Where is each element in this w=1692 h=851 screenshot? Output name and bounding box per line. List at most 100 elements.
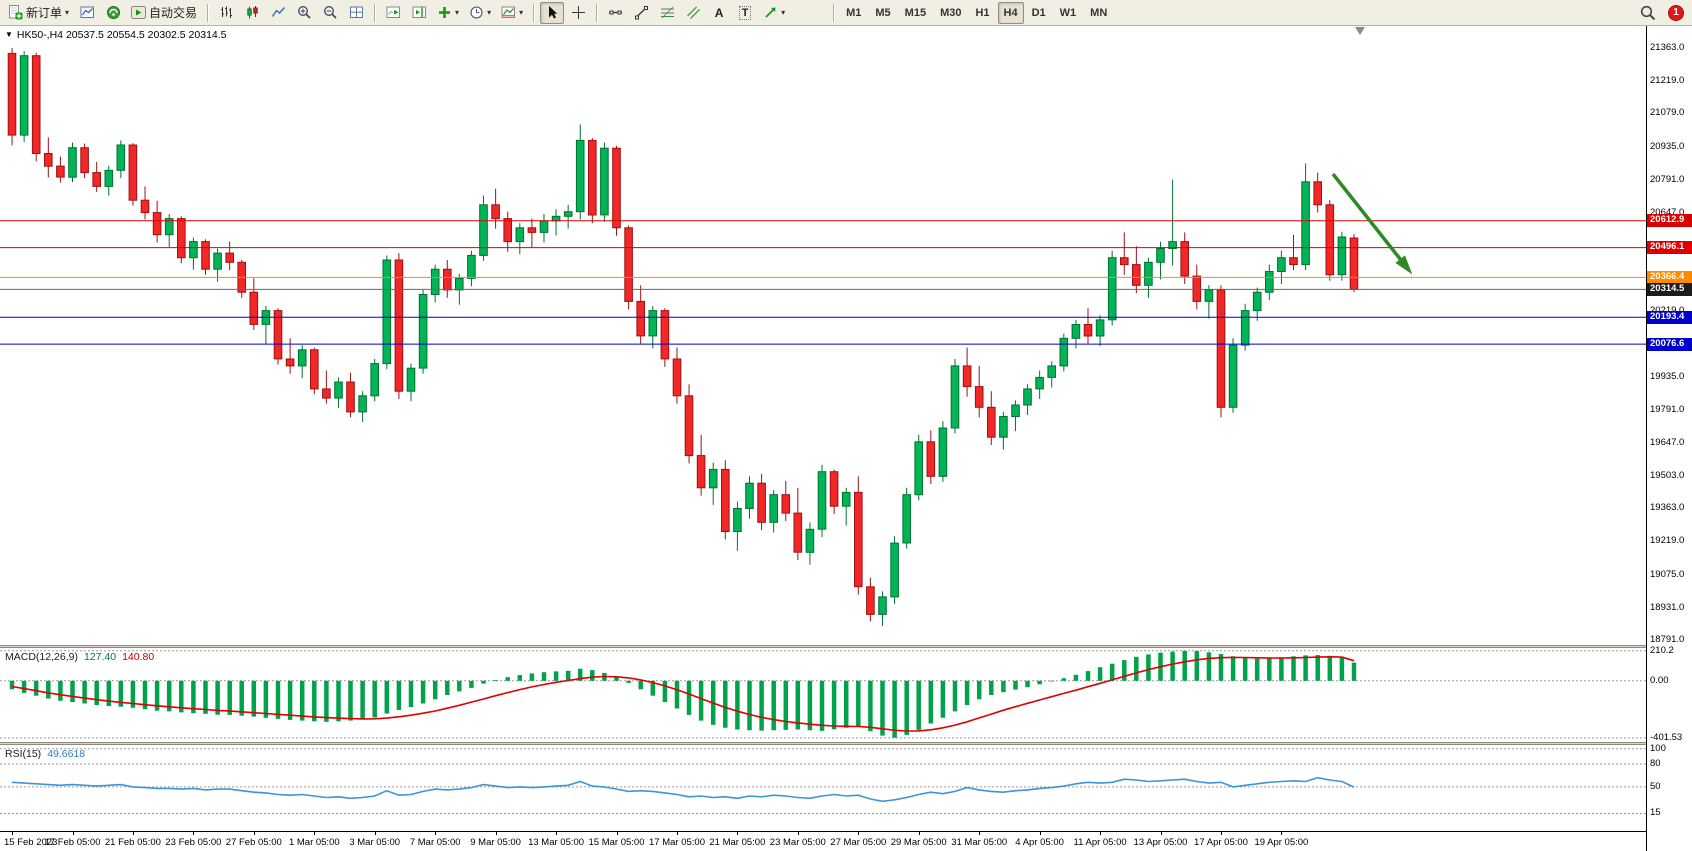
arrow-tool-icon (765, 7, 776, 18)
time-axis-label: 4 Apr 05:00 (1015, 837, 1064, 848)
candles-chart-button[interactable] (240, 2, 264, 24)
tile-windows-button[interactable] (344, 2, 368, 24)
indicators-button[interactable]: ▾ (433, 2, 463, 24)
time-tick (1281, 832, 1283, 835)
macd-signal-line (11, 655, 1355, 732)
time-axis-label: 31 Mar 05:00 (951, 837, 1008, 848)
trendline-icon (634, 6, 648, 20)
search-icon (1640, 5, 1656, 20)
community-button[interactable] (101, 2, 125, 24)
pane-divider[interactable] (0, 645, 1692, 648)
template-icon (501, 6, 516, 18)
chart-region: ▼ HK50-,H4 20537.5 20554.5 20302.5 20314… (0, 26, 1692, 851)
price-level-tag: 20612.9 (1647, 214, 1692, 228)
caret-down-icon: ▾ (65, 7, 70, 17)
time-tick (1100, 832, 1102, 835)
time-tick (677, 832, 678, 835)
timeframe-m15-button[interactable]: M15 (899, 2, 932, 24)
bars-chart-button[interactable] (214, 2, 238, 24)
horizontal-line-icon (608, 10, 622, 15)
chart-shift-icon (412, 6, 426, 18)
timeframe-m1-button[interactable]: M1 (840, 2, 867, 24)
timeframe-d1-button[interactable]: D1 (1026, 2, 1052, 24)
line-chart-button[interactable] (266, 2, 290, 24)
charts-button[interactable] (75, 2, 99, 24)
axis-tick-label: 0.00 (1650, 674, 1669, 686)
axis-tick-label: 19363.0 (1650, 502, 1685, 514)
axis-tick-label: 21079.0 (1650, 107, 1685, 119)
text-button[interactable]: A (707, 2, 731, 24)
axis-tick-label: 19075.0 (1650, 568, 1685, 580)
time-axis-label: 17 Mar 05:00 (649, 837, 705, 848)
axis-tick-label: 19791.0 (1650, 403, 1685, 415)
timeframe-h4-button[interactable]: H4 (997, 1, 1024, 24)
macd-label: MACD(12,26,9) 127.40 140.80 (5, 651, 154, 663)
notification-badge[interactable]: 1 (1668, 4, 1684, 21)
tile-windows-icon (349, 6, 363, 18)
macd-plot[interactable] (0, 648, 1646, 742)
toolbar-separator (207, 3, 209, 22)
fibonacci-button[interactable] (655, 2, 679, 24)
time-tick (253, 832, 255, 835)
auto-trading-button[interactable]: 自动交易 (127, 2, 201, 24)
timeframe-h1-button[interactable]: H1 (969, 2, 995, 24)
time-tick (374, 832, 376, 835)
time-tick (1160, 832, 1162, 835)
macd-signal-value: 140.80 (122, 651, 155, 663)
timeframe-m30-button[interactable]: M30 (934, 2, 967, 24)
zoom-in-button[interactable] (292, 2, 316, 24)
time-axis-label: 9 Mar 05:00 (470, 837, 521, 848)
clock-icon (470, 6, 483, 19)
timeframe-mn-button[interactable]: MN (1084, 2, 1113, 24)
price-level-tag: 20314.5 (1647, 282, 1692, 296)
text-label-button[interactable]: T (733, 2, 757, 24)
zoom-out-button[interactable] (318, 2, 342, 24)
one-click-trading-toggle[interactable]: ▼ (5, 30, 13, 39)
time-tick (495, 832, 497, 835)
new-order-button[interactable]: 新订单 ▾ (4, 2, 73, 24)
axis-tick-label: 100 (1650, 742, 1666, 754)
periods-button[interactable]: ▾ (465, 2, 495, 24)
templates-button[interactable]: ▾ (497, 2, 527, 24)
chart-shift-button[interactable] (407, 2, 431, 24)
time-axis-label: 15 Feb 2023 (4, 837, 58, 848)
rsi-plot[interactable] (0, 745, 1646, 831)
timeframe-m5-button[interactable]: M5 (869, 2, 896, 24)
horizontal-line-button[interactable] (603, 2, 627, 24)
axis-tick-label: 19503.0 (1650, 470, 1685, 482)
cursor-button[interactable] (540, 1, 565, 24)
bars-chart-icon (220, 6, 232, 18)
caret-down-icon: ▾ (781, 7, 786, 17)
time-tick (435, 832, 437, 835)
rsi-pane[interactable]: RSI(15) 49.6618 (0, 745, 1646, 831)
trend-arrow-annotation[interactable] (1331, 172, 1413, 275)
toolbar-separator (533, 3, 535, 22)
time-axis-label: 17 Apr 05:00 (1194, 837, 1248, 848)
time-axis-label: 17 Feb 05:00 (44, 837, 101, 848)
timeframe-w1-button[interactable]: W1 (1054, 2, 1083, 24)
price-axis[interactable]: 21363.0 21219.0 21079.0 20935.0 20791.0 20647… (1646, 26, 1692, 851)
time-axis[interactable]: 15 Feb 2023 17 Feb 05:00 21 Feb 05:00 23 Fe… (0, 832, 1646, 851)
price-chart-plot[interactable] (0, 26, 1646, 645)
time-axis-label: 27 Feb 05:00 (225, 837, 282, 848)
time-axis-label: 13 Apr 05:00 (1133, 837, 1188, 848)
caret-down-icon: ▾ (519, 7, 524, 17)
time-axis-label: 23 Feb 05:00 (165, 837, 222, 848)
chart-window-icon (80, 6, 94, 18)
channel-button[interactable] (681, 2, 705, 24)
search-button[interactable] (1636, 2, 1660, 24)
pane-divider[interactable] (0, 742, 1692, 745)
chart-shift-marker[interactable] (1355, 27, 1365, 35)
time-axis-label: 3 Mar 05:00 (349, 837, 401, 848)
toolbar-separator (833, 3, 835, 22)
arrows-button[interactable]: ▾ (759, 2, 789, 24)
price-chart-pane[interactable]: ▼ HK50-,H4 20537.5 20554.5 20302.5 20314… (0, 26, 1646, 645)
time-tick (12, 832, 13, 835)
crosshair-button[interactable] (566, 2, 590, 24)
macd-pane[interactable]: MACD(12,26,9) 127.40 140.80 (0, 648, 1646, 742)
auto-scroll-icon (386, 6, 400, 18)
auto-scroll-button[interactable] (381, 2, 405, 24)
trendline-button[interactable] (629, 2, 653, 24)
time-tick (616, 832, 618, 835)
time-axis-label: 27 Mar 05:00 (830, 837, 887, 848)
